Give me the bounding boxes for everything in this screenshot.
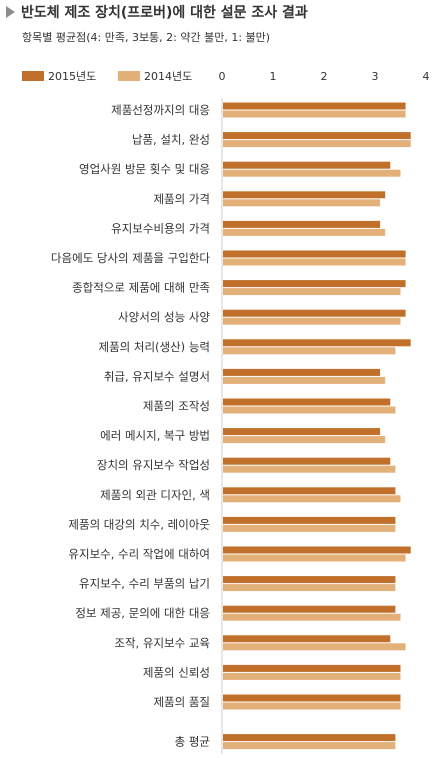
- bar-2015: [223, 161, 391, 169]
- x-tick-label: 3: [372, 70, 379, 83]
- category-label: 사양서의 성능 사양: [118, 310, 210, 324]
- bar-2014: [223, 702, 401, 710]
- legend-swatch-2: [118, 71, 140, 81]
- category-label: 유지보수, 수리 부품의 납기: [79, 577, 210, 591]
- chart-title: 반도체 제조 장치(프로버)에 대한 설문 조사 결과: [21, 5, 308, 21]
- category-label: 유지보수비용의 가격: [111, 221, 210, 235]
- bar-2014: [223, 613, 401, 621]
- bar-2015: [223, 635, 391, 643]
- bar-2014: [223, 110, 406, 118]
- bar-2015: [223, 102, 406, 110]
- bar-2015: [223, 605, 396, 613]
- bar-2015: [223, 309, 406, 317]
- category-label: 제품의 조작성: [143, 399, 210, 413]
- category-label: 영업사원 방문 횟수 및 대응: [79, 162, 210, 176]
- category-label: 장치의 유지보수 작업성: [97, 458, 210, 472]
- bar-2014: [223, 406, 396, 414]
- bar-2014: [223, 524, 396, 532]
- x-tick-label: 1: [270, 70, 277, 83]
- category-label: 취급, 유지보수 설명서: [104, 369, 210, 383]
- bar-2015: [223, 487, 396, 495]
- bar-2015: [223, 339, 411, 347]
- category-label: 제품선정까지의 대응: [111, 103, 210, 117]
- legend-label-1: 2015년도: [48, 70, 96, 83]
- bar-2014: [223, 643, 406, 651]
- bar-2015: [223, 734, 396, 742]
- bar-2015: [223, 280, 406, 288]
- legend-swatch-1: [22, 71, 44, 81]
- bar-2015: [223, 220, 381, 228]
- bar-2015: [223, 516, 396, 524]
- legend-label-2: 2014년도: [144, 70, 192, 83]
- category-label: 제품의 처리(생산) 능력: [98, 340, 210, 354]
- bar-2015: [223, 191, 386, 199]
- bar-2015: [223, 398, 391, 406]
- category-label: 제품의 외관 디자인, 색: [100, 488, 210, 502]
- bar-2014: [223, 672, 401, 680]
- bar-2015: [223, 576, 396, 584]
- bar-2014: [223, 317, 401, 325]
- title-row: 반도체 제조 장치(프로버)에 대한 설문 조사 결과: [6, 2, 308, 22]
- category-label: 납품, 설치, 완성: [132, 133, 210, 147]
- bar-2015: [223, 664, 401, 672]
- chart-subtitle: 항목별 평균점(4: 만족, 3보통, 2: 약간 불만, 1: 불만): [22, 31, 271, 44]
- category-label: 제품의 신뢰성: [143, 665, 210, 679]
- category-label: 정보 제공, 문의에 대한 대응: [75, 606, 210, 620]
- bar-2015: [223, 457, 391, 465]
- bar-2014: [223, 554, 406, 562]
- category-label: 유지보수, 수리 작업에 대하여: [68, 547, 210, 561]
- bar-2015: [223, 132, 411, 140]
- bar-2015: [223, 250, 406, 258]
- bar-2015: [223, 368, 381, 376]
- category-label: 총 평균: [175, 735, 210, 749]
- category-label: 다음에도 당사의 제품을 구입한다: [51, 251, 211, 265]
- bar-2015: [223, 546, 411, 554]
- bar-2014: [223, 584, 396, 592]
- x-tick-label: 4: [423, 70, 430, 83]
- x-tick-label: 2: [321, 70, 328, 83]
- category-label: 제품의 가격: [153, 192, 210, 206]
- bar-2014: [223, 288, 401, 296]
- category-label: 제품의 대강의 치수, 레이아웃: [68, 517, 210, 531]
- bar-2014: [223, 199, 381, 207]
- x-tick-label: 0: [219, 70, 226, 83]
- bar-2014: [223, 228, 386, 236]
- category-label: 종합적으로 제품에 대해 만족: [72, 281, 210, 295]
- bar-2014: [223, 347, 396, 355]
- bar-2014: [223, 376, 386, 384]
- bar-2015: [223, 428, 381, 436]
- bar-2014: [223, 169, 401, 177]
- bar-2015: [223, 694, 401, 702]
- bar-2014: [223, 742, 396, 750]
- bar-2014: [223, 495, 401, 503]
- category-label: 제품의 품질: [153, 695, 210, 709]
- bar-2014: [223, 465, 396, 473]
- triangle-bullet-icon: [6, 6, 15, 18]
- category-label: 에러 메시지, 복구 방법: [100, 429, 210, 443]
- category-label: 조작, 유지보수 교육: [114, 636, 210, 650]
- bar-2014: [223, 258, 406, 266]
- bar-2014: [223, 436, 386, 444]
- bar-2014: [223, 140, 411, 148]
